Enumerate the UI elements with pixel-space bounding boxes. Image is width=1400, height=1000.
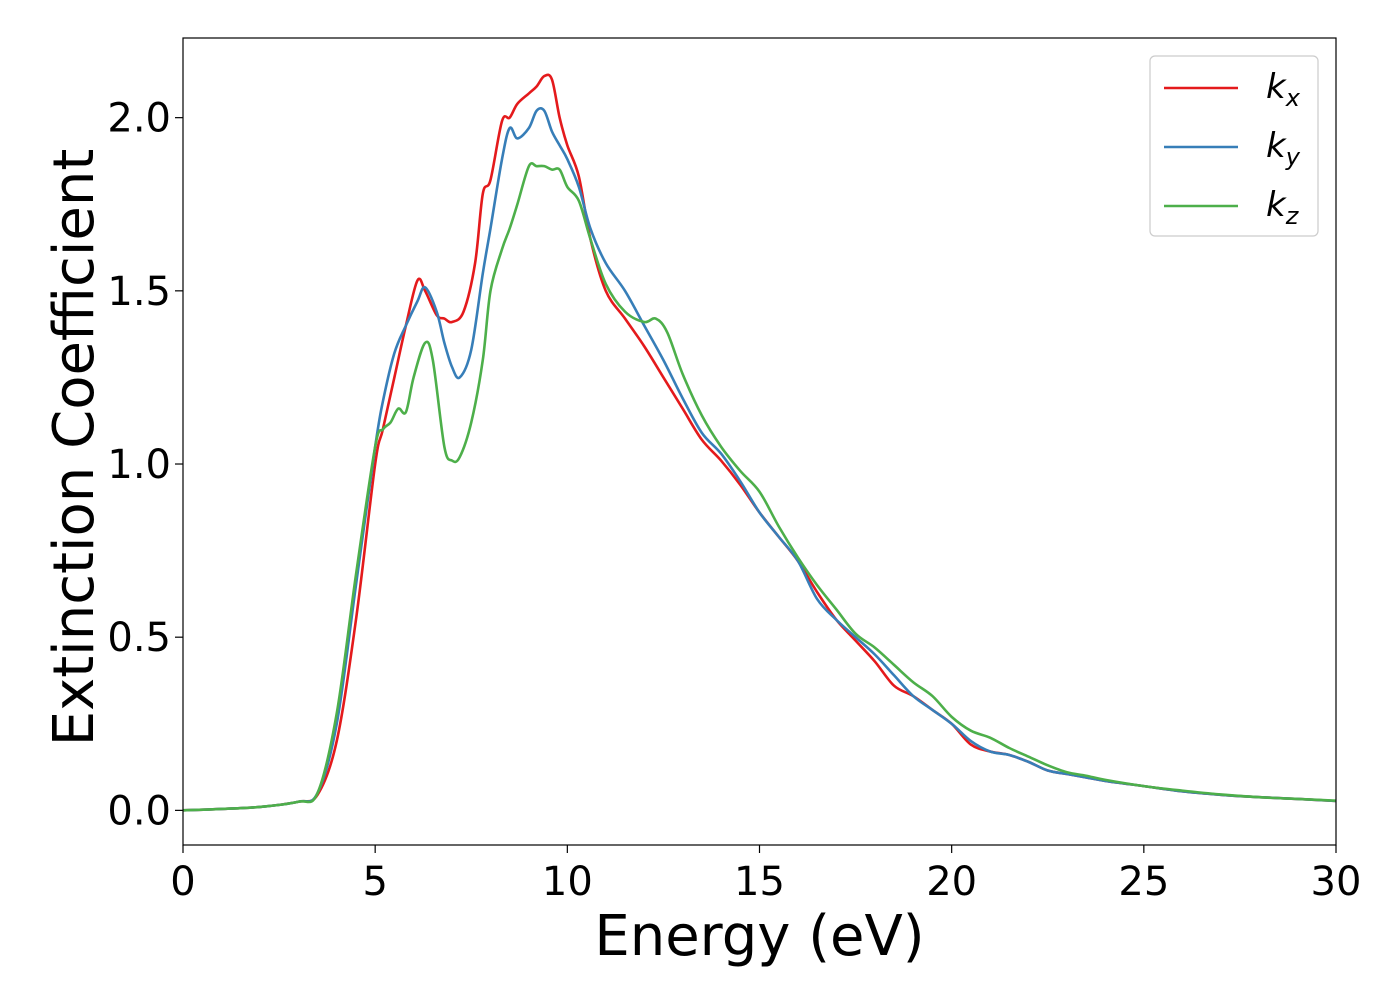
x-tick-label: 15 (734, 859, 785, 905)
series-line-kz (182, 162, 1337, 812)
y-tick-label: 0.5 (107, 615, 171, 661)
y-tick-label: 0.0 (107, 788, 171, 834)
x-tick-label: 5 (362, 859, 387, 905)
y-axis-ticks: 0.0 0.5 1.0 1.5 2.0 (107, 96, 183, 834)
legend-label: ky (1266, 126, 1301, 171)
x-tick-label: 30 (1311, 859, 1362, 905)
x-axis-ticks: 0 5 10 15 20 25 30 (170, 845, 1361, 905)
y-tick-label: 2.0 (107, 96, 171, 142)
legend: kx ky kz (1149, 55, 1319, 237)
y-axis-label: Extinction Coefficient (42, 149, 107, 747)
legend-label: kx (1266, 67, 1301, 112)
x-tick-label: 0 (170, 859, 195, 905)
legend-label: kz (1266, 185, 1300, 230)
y-tick-label: 1.5 (107, 269, 171, 315)
y-tick-label: 1.0 (107, 442, 171, 488)
x-tick-label: 20 (926, 859, 977, 905)
plot-series (182, 73, 1337, 812)
x-tick-label: 10 (542, 859, 593, 905)
x-axis-label: Energy (eV) (594, 904, 924, 969)
x-tick-label: 25 (1118, 859, 1169, 905)
series-line-ky (182, 107, 1337, 812)
